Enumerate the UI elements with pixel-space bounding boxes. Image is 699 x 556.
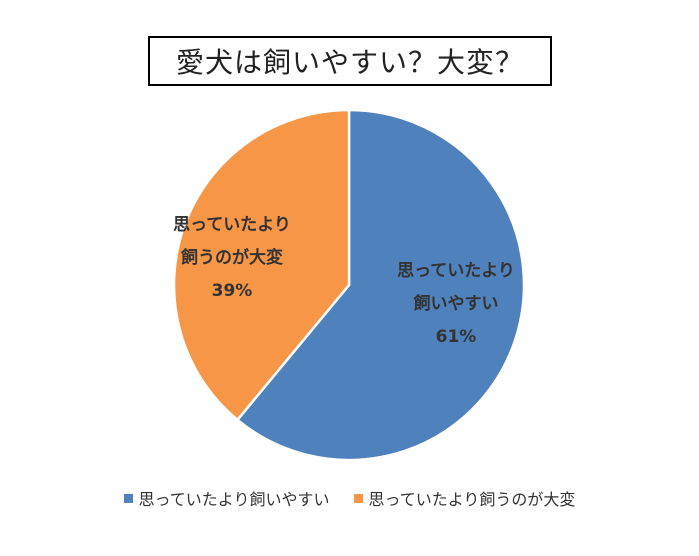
slice-label-easy-value: 61% (436, 327, 477, 347)
slice-label-hard-value: 39% (212, 281, 253, 301)
slice-label-easy-line-2: 飼いやすい (413, 293, 499, 314)
legend-swatch-easy (123, 493, 133, 503)
pie-slices (172, 108, 526, 462)
legend-swatch-hard (353, 493, 363, 503)
legend-item-hard: 思っていたより飼うのが大変 (353, 486, 576, 510)
legend-label-easy: 思っていたより飼いやすい (138, 490, 330, 509)
slice-label-hard-line-2: 飼うのが大変 (180, 247, 283, 268)
pie-slice-easy (235, 108, 526, 462)
legend-label-hard: 思っていたより飼うのが大変 (368, 490, 576, 509)
slice-label-hard-line-1: 思っていたより (173, 215, 291, 235)
slice-label-easy-line-1: 思っていたより (397, 261, 515, 281)
chart-title-box: 愛犬は飼いやすい？大変？ (148, 36, 552, 86)
chart-title: 愛犬は飼いやすい？大変？ (175, 46, 524, 79)
pie-slice-hard (172, 108, 351, 422)
legend-item-easy: 思っていたより飼いやすい (123, 486, 330, 510)
legend: 思っていたより飼いやすい 思っていたより飼うのが大変 (0, 486, 699, 510)
